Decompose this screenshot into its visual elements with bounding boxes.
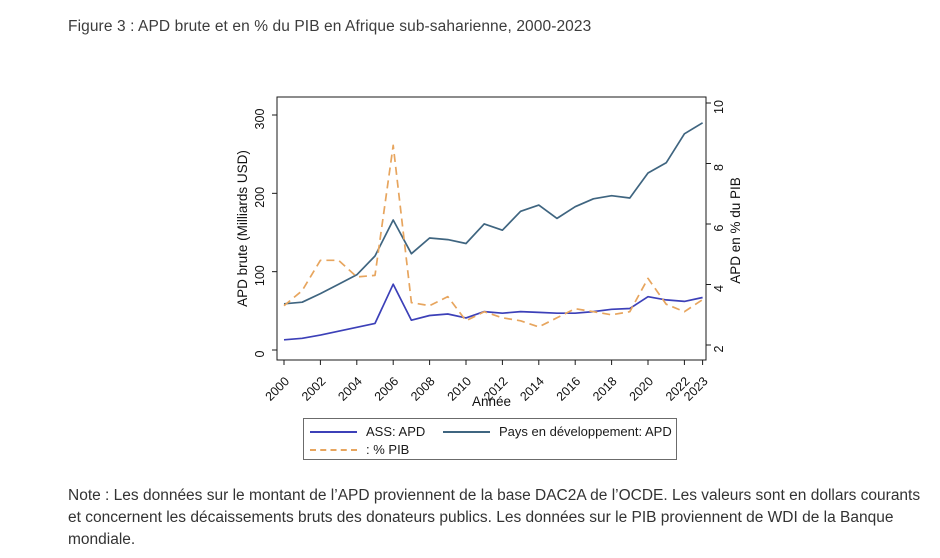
x-axis-tick-label: 2018: [590, 374, 620, 404]
x-axis-tick-label: 2014: [517, 374, 547, 404]
legend-item-pays-dev-apd: Pays en développement: APD: [443, 424, 672, 439]
y-axis-right-tick-label: 10: [712, 100, 726, 114]
x-axis-title: Année: [472, 394, 511, 409]
legend-swatch-pib-pct: [310, 448, 357, 451]
legend-label-pib-pct: : % PIB: [366, 442, 410, 457]
y-axis-right-title: APD en % du PIB: [728, 177, 743, 284]
series-line-pib-pct: [283, 144, 704, 328]
y-axis-left-tick-label: 0: [253, 350, 267, 357]
x-axis-tick-label: 2010: [445, 374, 475, 404]
legend-label-ass-apd: ASS: APD: [366, 424, 426, 439]
y-axis-right-tick-label: 2: [712, 345, 726, 352]
figure-note: Note : Les données sur le montant de l’A…: [68, 487, 921, 548]
legend-item-ass-apd: ASS: APD: [310, 424, 425, 439]
x-axis-tick-label: 2020: [627, 374, 657, 404]
plot-area: [276, 96, 707, 361]
legend-item-pib-pct: : % PIB: [310, 442, 409, 457]
series-line-pays-dev-apd: [283, 122, 704, 305]
line-chart: 0 100 200 300 2 4 6 8 10 2000 2002 2004 2006 2008 2010…: [235, 96, 743, 409]
chart-legend: ASS: APD Pays en développement: APD : % …: [303, 418, 677, 460]
y-axis-left-tick-label: 300: [253, 109, 267, 130]
x-axis-tick-label: 2006: [372, 374, 402, 404]
y-axis-left-tick-label: 100: [253, 265, 267, 286]
y-axis-left-title: APD brute (Milliards USD): [235, 150, 250, 307]
legend-label-pays-dev-apd: Pays en développement: APD: [499, 424, 672, 439]
x-axis-tick-label: 2016: [554, 374, 584, 404]
x-axis-tick-label: 2008: [408, 374, 438, 404]
y-axis-right-tick-label: 8: [712, 164, 726, 171]
legend-swatch-pays-dev-apd: [443, 430, 490, 433]
y-axis-left-tick-label: 200: [253, 187, 267, 208]
legend-swatch-ass-apd: [310, 430, 357, 433]
x-axis-tick-label: 2000: [263, 374, 293, 404]
y-axis-right-tick-label: 4: [712, 285, 726, 292]
x-axis-tick-label: 2002: [299, 374, 329, 404]
x-axis-tick-label: 2004: [335, 374, 365, 404]
y-axis-right-tick-label: 6: [712, 224, 726, 231]
figure-title: Figure 3 : APD brute et en % du PIB en A…: [68, 18, 592, 35]
